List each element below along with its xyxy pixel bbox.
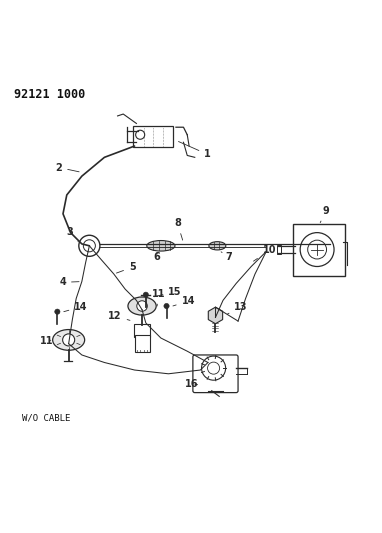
Text: 14: 14 bbox=[173, 296, 195, 306]
FancyBboxPatch shape bbox=[277, 245, 281, 254]
Ellipse shape bbox=[147, 240, 175, 251]
Circle shape bbox=[300, 232, 334, 266]
Circle shape bbox=[79, 235, 100, 256]
Text: 4: 4 bbox=[59, 277, 79, 287]
Text: 12: 12 bbox=[108, 311, 130, 321]
Circle shape bbox=[202, 356, 226, 380]
Text: 92121 1000: 92121 1000 bbox=[14, 88, 85, 101]
Ellipse shape bbox=[209, 241, 226, 250]
Text: 15: 15 bbox=[154, 287, 182, 297]
Text: 1: 1 bbox=[178, 142, 211, 159]
Text: 9: 9 bbox=[320, 206, 330, 223]
Text: 16: 16 bbox=[185, 379, 199, 389]
Text: 11: 11 bbox=[152, 288, 165, 306]
Text: 11: 11 bbox=[40, 336, 54, 346]
FancyBboxPatch shape bbox=[293, 223, 345, 276]
Text: 14: 14 bbox=[64, 302, 88, 312]
Text: 13: 13 bbox=[227, 302, 248, 314]
Circle shape bbox=[55, 309, 60, 314]
FancyBboxPatch shape bbox=[133, 126, 173, 147]
Text: 7: 7 bbox=[221, 252, 231, 262]
Text: 5: 5 bbox=[117, 262, 136, 273]
FancyBboxPatch shape bbox=[193, 355, 238, 393]
Text: 3: 3 bbox=[67, 227, 78, 242]
Ellipse shape bbox=[53, 329, 85, 350]
FancyBboxPatch shape bbox=[134, 324, 151, 337]
Text: 8: 8 bbox=[174, 218, 183, 240]
Circle shape bbox=[63, 334, 74, 346]
Text: W/O CABLE: W/O CABLE bbox=[22, 414, 70, 423]
Circle shape bbox=[83, 240, 96, 252]
Circle shape bbox=[143, 292, 149, 297]
Text: 6: 6 bbox=[153, 252, 160, 262]
FancyBboxPatch shape bbox=[134, 335, 150, 352]
Text: 10: 10 bbox=[254, 245, 276, 261]
Circle shape bbox=[164, 303, 169, 309]
Text: 2: 2 bbox=[55, 163, 79, 173]
Circle shape bbox=[137, 301, 147, 311]
Ellipse shape bbox=[128, 297, 156, 315]
